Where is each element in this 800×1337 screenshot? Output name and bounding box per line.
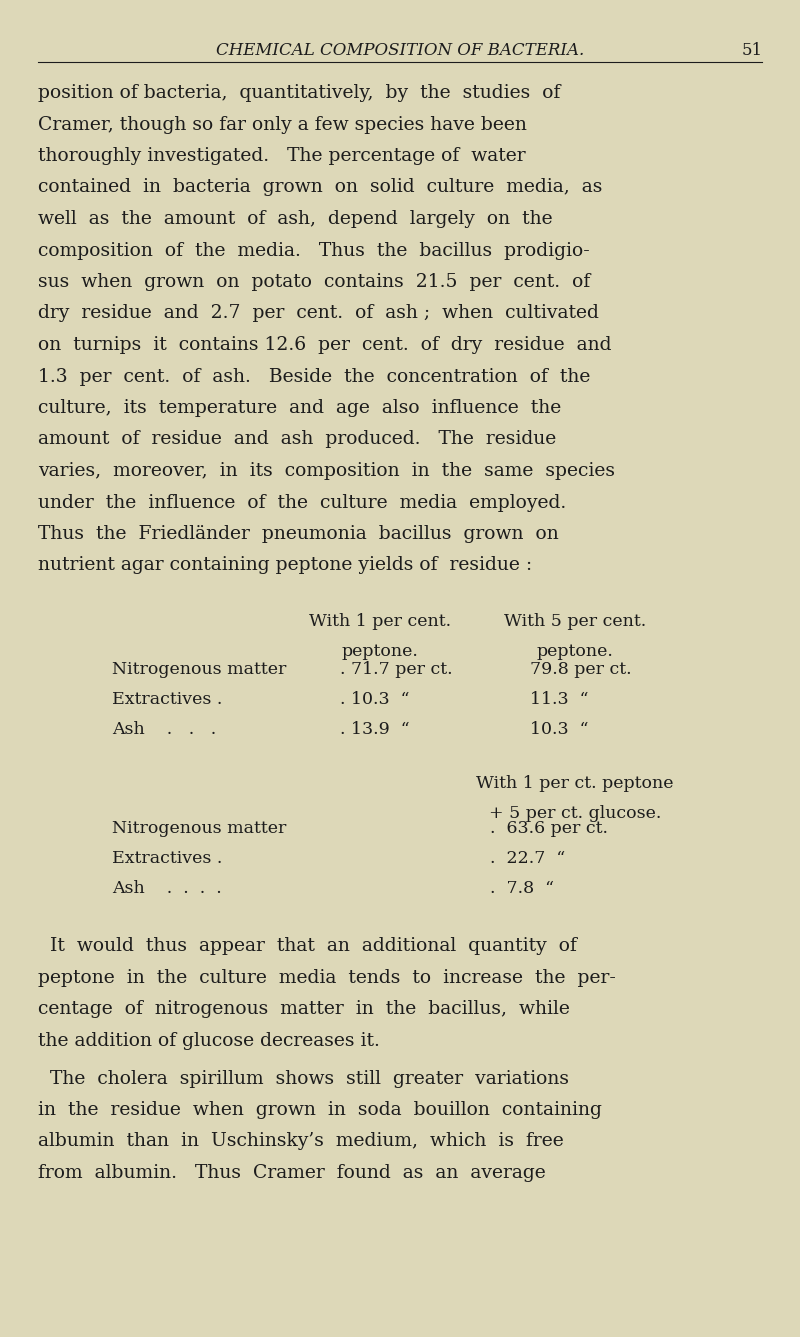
Text: on  turnips  it  contains 12.6  per  cent.  of  dry  residue  and: on turnips it contains 12.6 per cent. of…: [38, 336, 611, 354]
Text: culture,  its  temperature  and  age  also  influence  the: culture, its temperature and age also in…: [38, 398, 562, 417]
Text: under  the  influence  of  the  culture  media  employed.: under the influence of the culture media…: [38, 493, 566, 512]
Text: With 1 per cent.: With 1 per cent.: [309, 614, 451, 630]
Text: + 5 per ct. glucose.: + 5 per ct. glucose.: [489, 805, 661, 822]
Text: Ash    .  .  .  .: Ash . . . .: [112, 880, 222, 897]
Text: .  7.8  “: . 7.8 “: [490, 880, 554, 897]
Text: 51: 51: [742, 41, 762, 59]
Text: . 13.9  “: . 13.9 “: [340, 721, 410, 738]
Text: Ash    .   .   .: Ash . . .: [112, 721, 216, 738]
Text: 10.3  “: 10.3 “: [530, 721, 589, 738]
Text: varies,  moreover,  in  its  composition  in  the  same  species: varies, moreover, in its composition in …: [38, 463, 615, 480]
Text: .  22.7  “: . 22.7 “: [490, 850, 566, 868]
Text: Extractives .: Extractives .: [112, 850, 222, 868]
Text: position of bacteria,  quantitatively,  by  the  studies  of: position of bacteria, quantitatively, by…: [38, 84, 560, 102]
Text: in  the  residue  when  grown  in  soda  bouillon  containing: in the residue when grown in soda bouill…: [38, 1100, 602, 1119]
Text: amount  of  residue  and  ash  produced.   The  residue: amount of residue and ash produced. The …: [38, 431, 556, 448]
Text: With 5 per cent.: With 5 per cent.: [504, 614, 646, 630]
Text: albumin  than  in  Uschinsky’s  medium,  which  is  free: albumin than in Uschinsky’s medium, whic…: [38, 1132, 564, 1151]
Text: contained  in  bacteria  grown  on  solid  culture  media,  as: contained in bacteria grown on solid cul…: [38, 179, 602, 197]
Text: dry  residue  and  2.7  per  cent.  of  ash ;  when  cultivated: dry residue and 2.7 per cent. of ash ; w…: [38, 305, 599, 322]
Text: nutrient agar containing peptone yields of  residue :: nutrient agar containing peptone yields …: [38, 556, 532, 575]
Text: It  would  thus  appear  that  an  additional  quantity  of: It would thus appear that an additional …: [38, 937, 577, 955]
Text: peptone.: peptone.: [537, 643, 614, 660]
Text: 1.3  per  cent.  of  ash.   Beside  the  concentration  of  the: 1.3 per cent. of ash. Beside the concent…: [38, 368, 590, 385]
Text: well  as  the  amount  of  ash,  depend  largely  on  the: well as the amount of ash, depend largel…: [38, 210, 553, 229]
Text: the addition of glucose decreases it.: the addition of glucose decreases it.: [38, 1032, 380, 1050]
Text: peptone  in  the  culture  media  tends  to  increase  the  per-: peptone in the culture media tends to in…: [38, 969, 616, 987]
Text: The  cholera  spirillum  shows  still  greater  variations: The cholera spirillum shows still greate…: [38, 1070, 569, 1087]
Text: 79.8 per ct.: 79.8 per ct.: [530, 662, 632, 678]
Text: thoroughly investigated.   The percentage of  water: thoroughly investigated. The percentage …: [38, 147, 526, 164]
Text: Cramer, though so far only a few species have been: Cramer, though so far only a few species…: [38, 115, 527, 134]
Text: Thus  the  Friedländer  pneumonia  bacillus  grown  on: Thus the Friedländer pneumonia bacillus …: [38, 525, 558, 543]
Text: 11.3  “: 11.3 “: [530, 691, 589, 709]
Text: CHEMICAL COMPOSITION OF BACTERIA.: CHEMICAL COMPOSITION OF BACTERIA.: [216, 41, 584, 59]
Text: Extractives .: Extractives .: [112, 691, 222, 709]
Text: Nitrogenous matter: Nitrogenous matter: [112, 820, 286, 837]
Text: peptone.: peptone.: [342, 643, 418, 660]
Text: . 10.3  “: . 10.3 “: [340, 691, 410, 709]
Text: centage  of  nitrogenous  matter  in  the  bacillus,  while: centage of nitrogenous matter in the bac…: [38, 1000, 570, 1019]
Text: from  albumin.   Thus  Cramer  found  as  an  average: from albumin. Thus Cramer found as an av…: [38, 1165, 546, 1182]
Text: sus  when  grown  on  potato  contains  21.5  per  cent.  of: sus when grown on potato contains 21.5 p…: [38, 273, 590, 291]
Text: . 71.7 per ct.: . 71.7 per ct.: [340, 662, 453, 678]
Text: composition  of  the  media.   Thus  the  bacillus  prodigio-: composition of the media. Thus the bacil…: [38, 242, 590, 259]
Text: .  63.6 per ct.: . 63.6 per ct.: [490, 820, 608, 837]
Text: Nitrogenous matter: Nitrogenous matter: [112, 662, 286, 678]
Text: With 1 per ct. peptone: With 1 per ct. peptone: [476, 775, 674, 793]
